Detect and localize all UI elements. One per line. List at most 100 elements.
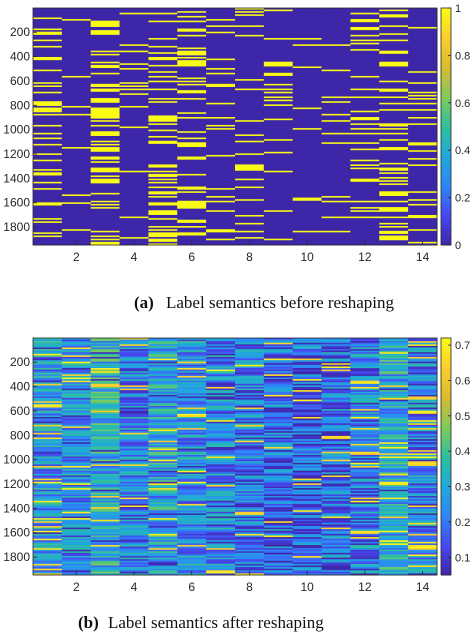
heatmap-cell [33, 557, 63, 560]
heatmap-cell [350, 20, 380, 23]
heatmap-cell [206, 14, 236, 17]
heatmap-cell [350, 132, 380, 135]
heatmap-cell [235, 17, 265, 20]
heatmap-cell [408, 117, 438, 119]
heatmap-cell [119, 53, 149, 56]
heatmap-cell [350, 519, 380, 522]
heatmap-cell [292, 380, 322, 383]
heatmap-cell [90, 371, 120, 374]
heatmap-cell [90, 544, 120, 547]
heatmap-cell [148, 386, 178, 389]
heatmap-cell [177, 447, 207, 449]
heatmap-cell [90, 394, 120, 397]
heatmap-cell [177, 55, 207, 58]
heatmap-cell [292, 375, 322, 378]
heatmap-cell [90, 188, 120, 191]
heatmap-cell [148, 461, 178, 464]
heatmap-cell [321, 12, 351, 15]
heatmap-cell [90, 364, 120, 367]
heatmap-cell [263, 519, 294, 522]
heatmap-cell [33, 173, 63, 176]
heatmap-cell [119, 61, 149, 64]
heatmap-cell [263, 72, 294, 75]
heatmap-cell [177, 154, 207, 157]
heatmap-cell [206, 353, 236, 356]
heatmap-cell [321, 221, 351, 224]
heatmap-cell [321, 52, 351, 55]
heatmap-cell [350, 423, 380, 426]
colorbar-segment [441, 126, 451, 131]
heatmap-cell [206, 233, 236, 236]
heatmap-cell [408, 435, 438, 438]
heatmap-cell [379, 132, 409, 135]
heatmap-cell [33, 418, 63, 421]
heatmap-cell [148, 377, 178, 380]
heatmap-cell [206, 120, 236, 123]
heatmap-cell [350, 159, 380, 162]
heatmap-cell [119, 33, 149, 36]
heatmap-cell [148, 519, 178, 522]
heatmap-cell [119, 235, 149, 238]
heatmap-cell [292, 72, 322, 75]
heatmap-cell [177, 372, 207, 375]
heatmap-cell [350, 135, 380, 138]
heatmap-cell [379, 353, 409, 356]
heatmap-cell [235, 469, 265, 472]
heatmap-cell [263, 360, 294, 363]
heatmap-cell [263, 102, 294, 105]
heatmap-cell [379, 58, 409, 61]
heatmap-cell [350, 117, 380, 119]
heatmap-cell [263, 9, 294, 12]
heatmap-cell [33, 368, 63, 370]
heatmap-cell [177, 505, 207, 508]
heatmap-cell [235, 429, 265, 432]
heatmap-cell [148, 404, 178, 407]
heatmap-cell [263, 96, 294, 99]
heatmap-cell [235, 150, 265, 153]
heatmap-cell [292, 522, 322, 525]
heatmap-cell [263, 537, 294, 540]
colorbar-segment [441, 401, 451, 406]
heatmap-cell [61, 502, 92, 505]
heatmap-cell [292, 519, 322, 522]
colorbar-segment [441, 23, 451, 29]
heatmap-cell [235, 110, 265, 113]
heatmap-cell [379, 491, 409, 494]
heatmap-cell [90, 229, 120, 232]
heatmap-cell [321, 383, 351, 386]
heatmap-cell [206, 156, 236, 159]
heatmap-cell [263, 361, 294, 364]
heatmap-cell [206, 211, 236, 214]
heatmap-cell [350, 17, 380, 20]
heatmap-cell [235, 53, 265, 56]
heatmap-cell [263, 38, 294, 40]
heatmap-cell [263, 413, 294, 416]
heatmap-cell [350, 172, 380, 175]
heatmap-cell [263, 538, 294, 541]
heatmap-cell [235, 227, 265, 230]
heatmap-cell [292, 237, 322, 240]
heatmap-cell [408, 224, 438, 227]
heatmap-cell [321, 216, 351, 219]
heatmap-cell [235, 222, 265, 225]
heatmap-cell [90, 75, 120, 78]
heatmap-cell [90, 401, 120, 404]
heatmap-cell [119, 342, 149, 345]
colorbar-segment [441, 417, 451, 422]
heatmap-cell [61, 443, 92, 446]
heatmap-cell [263, 507, 294, 510]
heatmap-cell [350, 379, 380, 382]
heatmap-cell [33, 500, 63, 503]
heatmap-cell [235, 183, 265, 186]
heatmap-cell [350, 521, 380, 524]
heatmap-cell [263, 79, 294, 82]
heatmap-cell [321, 549, 351, 552]
heatmap-cell [408, 203, 438, 206]
heatmap-cell [321, 447, 351, 449]
heatmap-cell [292, 448, 322, 451]
heatmap-cell [61, 510, 92, 513]
heatmap-cell [33, 207, 63, 210]
heatmap-cell [350, 41, 380, 44]
heatmap-cell [263, 26, 294, 29]
